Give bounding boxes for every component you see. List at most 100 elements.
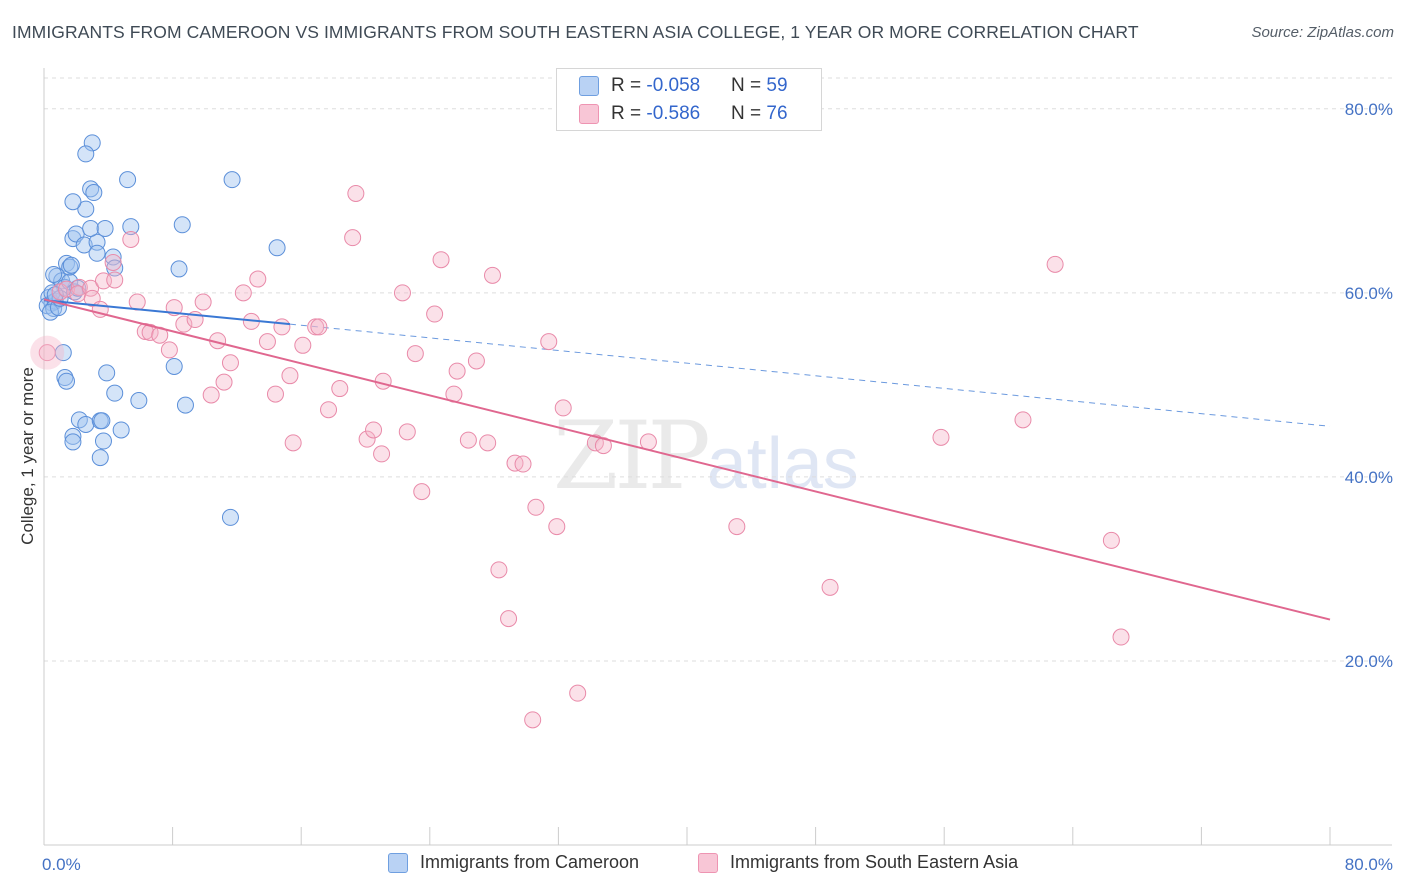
point-sea <box>320 401 338 419</box>
point-sea <box>1102 531 1120 549</box>
point-sea <box>273 318 291 336</box>
x-tick-label: 80.0% <box>1345 855 1393 874</box>
point-sea <box>106 271 124 289</box>
point-sea <box>344 229 362 247</box>
point-sea <box>175 315 193 333</box>
point-cameroon <box>91 449 109 467</box>
point-cameroon <box>62 256 80 274</box>
point-cameroon <box>64 433 82 451</box>
point-sea <box>234 284 252 302</box>
trend-lines <box>43 298 1331 621</box>
n-value-cameroon: 59 <box>766 75 788 96</box>
point-cameroon <box>173 216 191 234</box>
point-sea <box>467 352 485 370</box>
y-tick-label: 20.0% <box>1345 652 1393 671</box>
legend-swatch-cameroon <box>579 76 599 96</box>
point-cameroon <box>106 384 124 402</box>
point-cameroon <box>41 303 59 321</box>
point-sea <box>932 428 950 446</box>
point-cameroon <box>77 415 95 433</box>
legend-swatch-sea <box>698 852 718 873</box>
chart-title: IMMIGRANTS FROM CAMEROON VS IMMIGRANTS F… <box>12 22 1139 42</box>
point-cameroon <box>45 265 63 283</box>
legend-label-sea: Immigrants from South Eastern Asia <box>730 852 1019 872</box>
point-sea-large <box>30 335 65 370</box>
point-sea <box>821 578 839 596</box>
point-sea <box>500 610 518 628</box>
point-sea <box>347 184 365 202</box>
point-sea <box>569 684 587 702</box>
point-cameroon <box>176 396 194 414</box>
point-sea <box>215 373 233 391</box>
point-sea <box>58 280 76 298</box>
point-cameroon <box>130 392 148 410</box>
r-label: R = <box>611 75 647 96</box>
point-cameroon <box>170 260 188 278</box>
point-sea <box>540 333 558 351</box>
point-sea <box>331 380 349 398</box>
point-cameroon <box>64 193 82 211</box>
correlation-legend: R = -0.058 N = 59 R = -0.586 N = 76 <box>556 68 822 131</box>
legend-row-cameroon: R = -0.058 N = 59 <box>579 73 788 99</box>
point-cameroon <box>221 508 239 526</box>
point-sea <box>432 251 450 269</box>
point-cameroon <box>82 219 100 237</box>
y-tick-label: 80.0% <box>1345 100 1393 119</box>
point-sea <box>202 386 220 404</box>
watermark-zip: ZIP <box>553 402 711 511</box>
point-sea <box>426 305 444 323</box>
point-sea <box>38 344 56 362</box>
trend-sea <box>43 298 1331 621</box>
point-cameroon <box>93 412 111 430</box>
point-cameroon <box>77 145 95 163</box>
point-sea <box>310 318 328 336</box>
legend-label-cameroon: Immigrants from Cameroon <box>420 852 640 872</box>
point-cameroon <box>85 184 103 202</box>
point-cameroon <box>94 432 112 450</box>
point-sea <box>393 284 411 302</box>
y-tick-label: 40.0% <box>1345 468 1393 487</box>
point-sea <box>141 323 159 341</box>
watermark: ZIPatlas <box>553 402 859 511</box>
point-sea <box>249 270 267 288</box>
y-axis-title: College, 1 year or more <box>18 367 37 545</box>
trend-cameroon-extension <box>289 323 1331 427</box>
point-cameroon <box>122 218 140 236</box>
point-sea <box>527 498 545 516</box>
point-cameroon <box>165 357 183 375</box>
point-sea <box>483 266 501 284</box>
point-cameroon <box>104 248 122 266</box>
point-sea <box>1014 411 1032 429</box>
point-sea <box>514 455 532 473</box>
point-cameroon <box>83 134 101 152</box>
point-sea <box>365 421 383 439</box>
point-sea <box>398 423 416 441</box>
point-sea <box>1046 255 1064 273</box>
point-sea <box>374 372 392 390</box>
point-sea <box>479 434 497 452</box>
point-cameroon <box>112 421 130 439</box>
point-sea <box>406 345 424 363</box>
point-sea <box>413 483 431 501</box>
r-value-sea: -0.586 <box>646 103 701 124</box>
tick-labels: 20.0% 40.0% 60.0% 80.0% 0.0% 80.0% College, 1 … <box>18 100 1393 874</box>
point-cameroon <box>268 239 286 257</box>
legend-item-sea: Immigrants from South Eastern Asia <box>698 852 1018 873</box>
point-sea <box>459 431 477 449</box>
point-sea <box>194 293 212 311</box>
watermark-atlas: atlas <box>706 424 859 504</box>
axes <box>43 68 1392 846</box>
legend-row-sea: R = -0.586 N = 76 <box>579 101 788 127</box>
point-sea <box>258 333 276 351</box>
point-cameroon <box>64 427 82 445</box>
series-legend: Immigrants from Cameroon Immigrants from… <box>0 852 1406 878</box>
point-cameroon <box>77 200 95 218</box>
trend-extension <box>289 323 1331 427</box>
point-sea <box>104 253 122 271</box>
data-points <box>30 134 1130 729</box>
r-value-cameroon: -0.058 <box>646 75 701 96</box>
trend-cameroon <box>43 299 291 326</box>
point-sea <box>373 445 391 463</box>
point-sea <box>448 362 466 380</box>
